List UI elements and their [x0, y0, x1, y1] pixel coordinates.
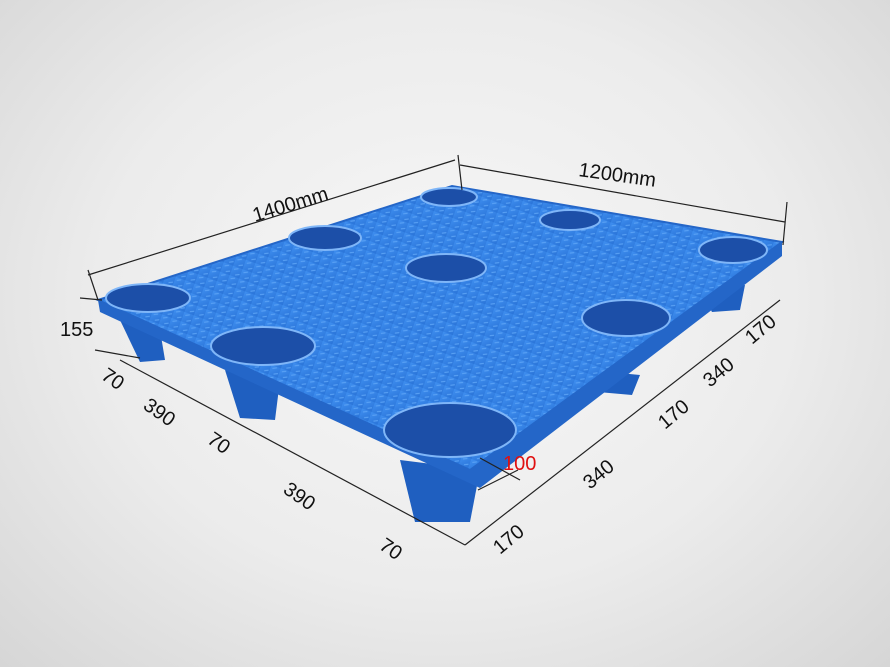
pallet-holes [105, 187, 768, 458]
length-label: 1400mm [250, 183, 331, 227]
right-dim-1: 170 [741, 311, 781, 349]
right-dim-2: 340 [699, 354, 739, 392]
left-dim-2: 390 [139, 394, 179, 431]
foot-dim-label: 100 [503, 453, 536, 475]
right-dim-4: 340 [579, 456, 619, 494]
height-label: 155 [60, 319, 93, 341]
left-dim-5: 70 [375, 534, 406, 565]
left-dim-4: 390 [279, 478, 319, 515]
left-dim-3: 70 [203, 428, 234, 459]
left-dim-1: 70 [97, 364, 128, 395]
right-dim-3: 170 [654, 396, 694, 434]
pallet-deck [95, 184, 785, 472]
pallet-side [98, 242, 782, 488]
right-dim-5: 170 [489, 521, 529, 559]
dimension-lines [79, 154, 788, 546]
width-label: 1200mm [577, 159, 657, 192]
